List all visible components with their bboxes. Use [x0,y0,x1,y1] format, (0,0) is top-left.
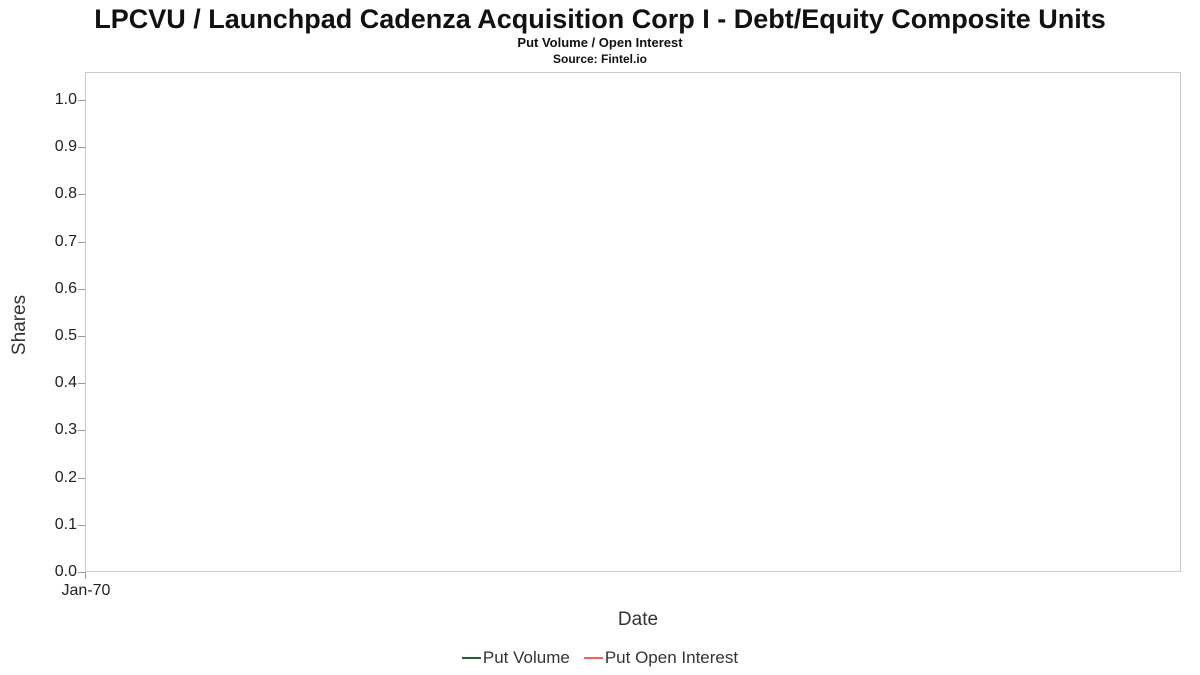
y-tick-label: 0.6 [54,279,77,297]
y-tick-mark [78,572,85,573]
y-axis-title: Shares [9,294,30,356]
y-tick-mark [78,430,85,432]
y-tick-mark [78,288,85,290]
legend-item: Put Volume [461,648,570,668]
legend-line-swatch [461,657,481,659]
x-tick-mark [85,572,86,579]
chart-source: Source: Fintel.io [552,52,647,66]
y-tick-label: 0.5 [54,327,77,344]
plot-area [85,72,1181,572]
y-tick-mark [78,524,85,526]
x-axis-title: Date [617,609,659,630]
legend-label: Put Open Interest [604,648,739,667]
legend-item: Put Open Interest [583,648,739,668]
y-tick-mark [78,383,85,385]
y-tick-label: 0.9 [54,138,77,156]
chart-title: LPCVU / Launchpad Cadenza Acquisition Co… [94,4,1106,34]
legend: Put Volume Put Open Interest [0,648,1200,668]
y-tick-mark [78,241,85,243]
y-tick-label: 0.7 [54,232,77,250]
chart-subtitle: Put Volume / Open Interest [517,35,683,50]
x-tick-label: Jan-70 [61,582,111,599]
y-tick-label: 0.1 [54,515,77,533]
y-tick-mark [78,100,85,101]
y-tick-label: 0.3 [54,421,77,439]
legend-line-swatch [583,657,603,659]
y-tick-mark [78,194,85,196]
y-tick-label: 0.8 [54,185,77,203]
y-tick-label: 1.0 [54,91,77,108]
legend-label: Put Volume [482,648,570,667]
y-tick-label: 0.0 [54,563,77,580]
y-tick-mark [78,147,85,149]
y-tick-mark [78,477,85,479]
y-tick-mark [78,336,85,337]
y-tick-label: 0.4 [54,374,77,392]
y-tick-label: 0.2 [54,468,77,486]
